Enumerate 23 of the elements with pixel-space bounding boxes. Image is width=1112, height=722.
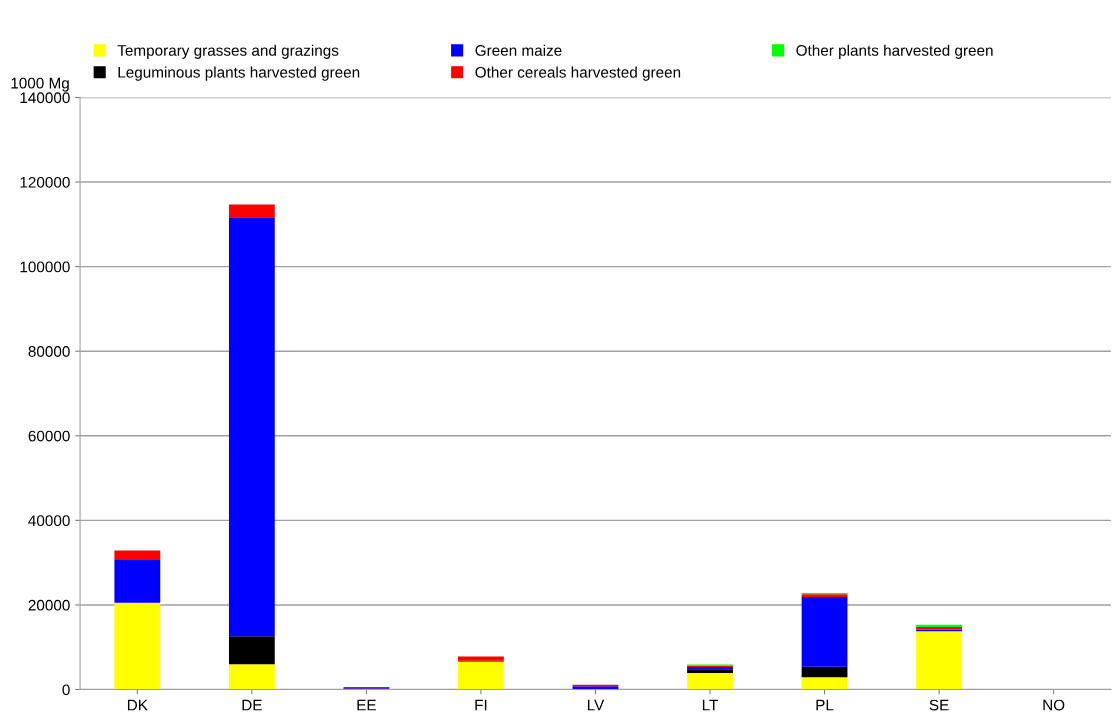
legend-label: Other cereals harvested green: [475, 66, 681, 81]
legend-label: Green maize: [475, 44, 562, 56]
legend-label: Leguminous plants harvested green: [118, 66, 360, 81]
y-tick-label: 60000: [28, 430, 70, 442]
x-tick-label: NO: [1043, 699, 1065, 711]
y-axis-title: 1000 Mg: [11, 77, 69, 92]
legend-label: Other plants harvested green: [796, 44, 993, 59]
x-tick-label: PL: [816, 699, 834, 711]
x-tick-label: DE: [242, 699, 262, 711]
y-tick-label: 100000: [20, 261, 70, 273]
legend-label: Temporary grasses and grazings: [117, 44, 339, 59]
x-tick-label: LV: [587, 699, 605, 711]
x-tick-label: EE: [357, 699, 376, 711]
x-tick-label: FI: [475, 699, 487, 711]
y-tick-label: 40000: [28, 515, 70, 527]
y-tick-label: 0: [62, 684, 70, 696]
y-tick-label: 20000: [28, 599, 70, 611]
y-tick-label: 140000: [20, 92, 70, 104]
x-tick-label: LT: [702, 699, 719, 711]
x-tick-label: SE: [929, 699, 949, 711]
y-tick-label: 80000: [28, 346, 70, 357]
y-tick-label: 120000: [20, 176, 70, 188]
x-tick-label: DK: [127, 699, 148, 711]
